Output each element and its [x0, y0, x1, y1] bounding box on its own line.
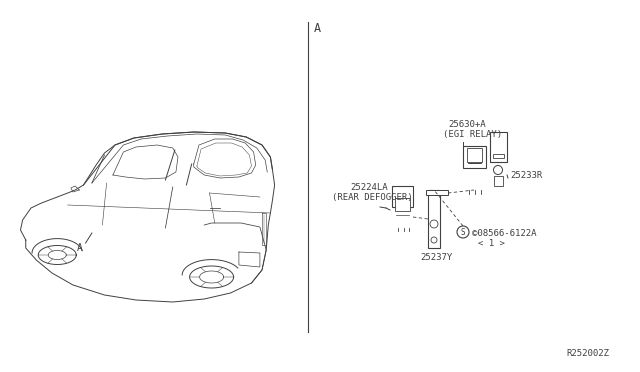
Text: 25630+A: 25630+A [448, 120, 486, 129]
FancyBboxPatch shape [426, 190, 448, 195]
FancyBboxPatch shape [463, 146, 486, 168]
Text: A: A [76, 243, 82, 253]
Text: 25233R: 25233R [510, 171, 542, 180]
Text: S: S [461, 228, 465, 237]
FancyBboxPatch shape [467, 148, 482, 162]
Text: R252002Z: R252002Z [566, 349, 609, 358]
FancyBboxPatch shape [392, 186, 413, 207]
Text: A: A [314, 22, 321, 35]
FancyBboxPatch shape [493, 154, 504, 158]
FancyBboxPatch shape [494, 176, 503, 186]
Text: 25237Y: 25237Y [420, 253, 452, 262]
FancyBboxPatch shape [395, 198, 410, 211]
Text: ©08566-6122A: ©08566-6122A [472, 229, 536, 238]
Text: < 1 >: < 1 > [478, 239, 505, 248]
FancyBboxPatch shape [468, 158, 481, 163]
FancyBboxPatch shape [490, 132, 507, 162]
Text: (REAR DEFOGGER): (REAR DEFOGGER) [332, 193, 413, 202]
Text: (EGI RELAY): (EGI RELAY) [443, 130, 502, 139]
FancyBboxPatch shape [428, 190, 440, 248]
Text: 25224LA: 25224LA [350, 183, 388, 192]
